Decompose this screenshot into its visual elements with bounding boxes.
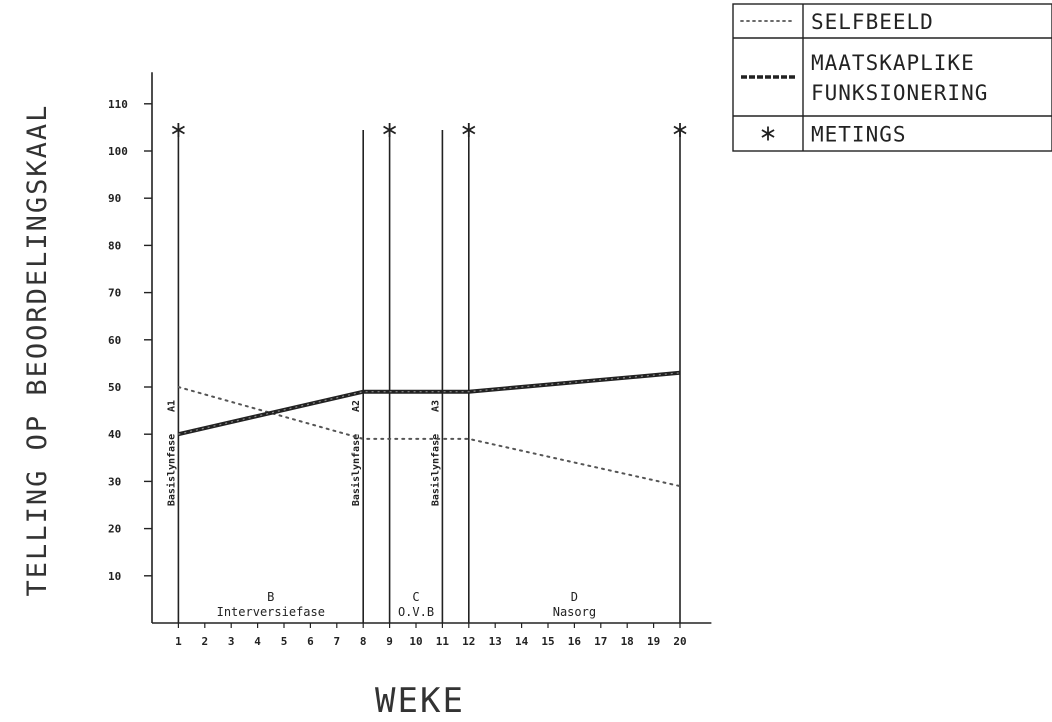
y-axis-label: TELLING OP BEOORDELINGSKAAL [22, 104, 53, 597]
series-line-maatskaplike [177, 370, 681, 437]
metings-asterisk-icon [673, 123, 687, 137]
x-tick-label: 13 [489, 635, 502, 648]
y-tick-label: 50 [108, 381, 121, 394]
x-tick-label: 2 [201, 635, 208, 648]
y-tick-label: 90 [108, 192, 121, 205]
metings-asterisk-icon [462, 123, 476, 137]
x-ticks: 1 2 3 4 5 6 7 8 9 10 11 12 13 14 15 16 17 18 19 20 [175, 623, 687, 648]
y-tick-label: 10 [108, 570, 121, 583]
vertical-phase-label: Basislynfase [165, 434, 177, 506]
metings-markers [171, 123, 687, 137]
metings-asterisk-icon [383, 123, 397, 137]
legend-label: METINGS [811, 123, 907, 147]
phase-name: Nasorg [553, 605, 596, 619]
x-tick-label: 8 [360, 635, 367, 648]
asterisk-stroke [761, 129, 775, 138]
y-tick-label: 70 [108, 287, 121, 300]
x-tick-label: 6 [307, 635, 314, 648]
x-tick-label: 9 [386, 635, 393, 648]
phase-name: O.V.B [398, 605, 434, 619]
asterisk-stroke [462, 125, 476, 135]
y-tick-label: 60 [108, 334, 121, 347]
y-ticks: 10 20 30 40 50 60 70 80 90 100 110 [108, 98, 152, 583]
x-tick-label: 11 [436, 635, 450, 648]
x-tick-label: 5 [281, 635, 288, 648]
vertical-phase-sub: A1 [166, 400, 177, 412]
x-tick-label: 1 [175, 635, 182, 648]
x-tick-label: 12 [462, 635, 475, 648]
metings-asterisk-icon [171, 123, 185, 137]
series [177, 370, 681, 488]
x-tick-label: 18 [621, 635, 634, 648]
phase-letter: D [571, 590, 578, 604]
x-tick-label: 19 [647, 635, 660, 648]
y-tick-label: 80 [108, 239, 121, 252]
legend-label: MAATSKAPLIKE [811, 51, 975, 75]
y-axis-title: TELLING OP BEOORDELINGSKAAL [22, 104, 53, 597]
x-tick-label: 3 [228, 635, 235, 648]
asterisk-stroke [673, 125, 687, 135]
phase-name: Interversiefase [217, 605, 325, 619]
axes [151, 72, 712, 624]
x-tick-label: 7 [333, 635, 340, 648]
legend-label: FUNKSIONERING [811, 81, 988, 105]
phase-lines [177, 130, 681, 623]
phase-letter: C [412, 590, 419, 604]
vertical-phase-sub: A3 [430, 400, 441, 412]
x-tick-label: 10 [409, 635, 422, 648]
vertical-phase-label: Basislynfase [350, 434, 362, 506]
y-tick-label: 20 [108, 523, 121, 536]
legend: SELFBEELD MAATSKAPLIKE FUNKSIONERING METING… [732, 3, 1052, 152]
x-tick-label: 4 [254, 635, 261, 648]
x-axis-label: WEKE [375, 681, 465, 721]
phase-letter: B [267, 590, 274, 604]
x-tick-label: 17 [594, 635, 607, 648]
y-tick-label: 30 [108, 475, 121, 488]
vertical-phase-label: Basislynfase [429, 434, 441, 506]
x-tick-label: 16 [568, 635, 582, 648]
vertical-phase-sub: A2 [351, 400, 362, 412]
asterisk-stroke [383, 125, 397, 135]
y-tick-label: 110 [108, 98, 128, 111]
series-line-selfbeeld [177, 386, 681, 488]
series-line-maatskaplike-texture [178, 372, 681, 435]
legend-label: SELFBEELD [811, 10, 934, 34]
x-tick-label: 15 [541, 635, 554, 648]
x-tick-label: 20 [673, 635, 686, 648]
x-tick-label: 14 [515, 635, 529, 648]
legend-asterisk-icon [761, 126, 775, 141]
y-tick-label: 100 [108, 145, 128, 158]
asterisk-stroke [171, 125, 185, 135]
y-tick-label: 40 [108, 428, 121, 441]
